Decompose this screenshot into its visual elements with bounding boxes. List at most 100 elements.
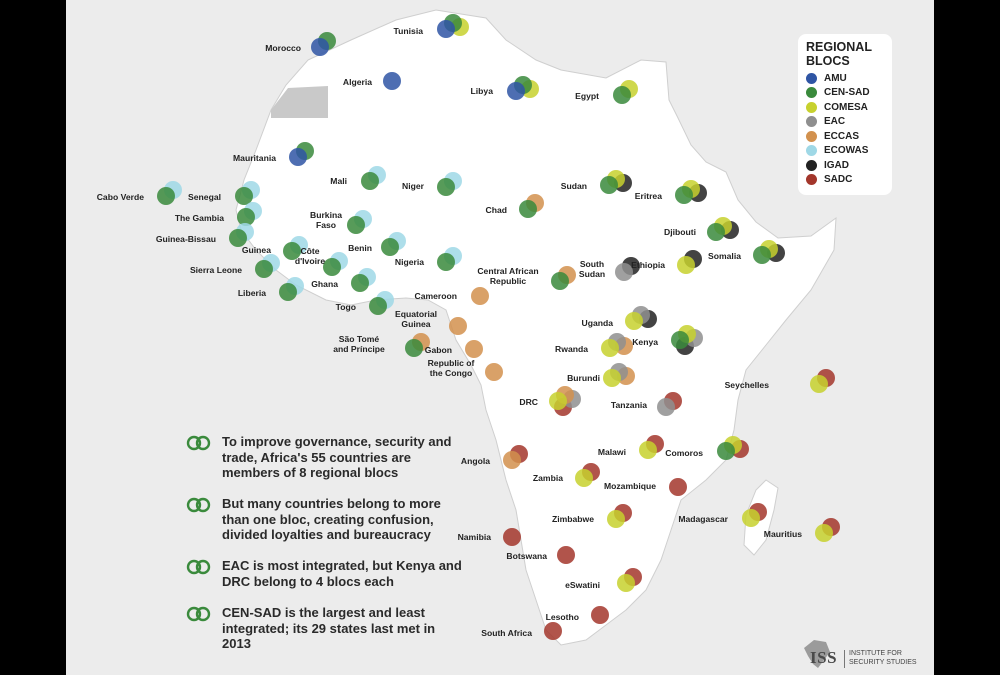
country-label-burkina-faso: Burkina Faso (310, 210, 342, 230)
iss-logo-africa (804, 640, 830, 668)
legend-swatch (806, 130, 817, 142)
chad-cen-sad-dot (519, 200, 537, 218)
country-label-angola: Angola (461, 456, 490, 466)
legend-item-igad: IGAD (806, 158, 886, 173)
mauritius-comesa-dot (815, 524, 833, 542)
country-label-zimbabwe: Zimbabwe (552, 514, 594, 524)
country-label-burundi: Burundi (567, 373, 600, 383)
country-label-south-africa: South Africa (481, 628, 532, 638)
note-1: To improve governance, security and trad… (186, 434, 466, 481)
western-sahara (271, 86, 328, 118)
country-label-egypt: Egypt (575, 91, 599, 101)
legend-label: CEN-SAD (824, 87, 870, 99)
tanzania-eac-dot (657, 398, 675, 416)
note-text: But many countries belong to more than o… (222, 496, 441, 542)
country-label-senegal: Senegal (188, 192, 221, 202)
note-text: To improve governance, security and trad… (222, 434, 452, 480)
linked-rings-icon (186, 606, 211, 622)
burkina-faso-cen-sad-dot (347, 216, 365, 234)
ghana-cen-sad-dot (351, 274, 369, 292)
nigeria-cen-sad-dot (437, 253, 455, 271)
ethiopia-comesa-dot (677, 256, 695, 274)
country-label-libya: Libya (471, 86, 494, 96)
iss-logo: ISS INSTITUTE FOR SECURITY STUDIES (802, 634, 932, 668)
iss-logo-divider (844, 650, 845, 668)
country-label-chad: Chad (486, 205, 507, 215)
country-label-sudan: Sudan (561, 181, 587, 191)
country-label-botswana: Botswana (506, 551, 547, 561)
eritrea-cen-sad-dot (675, 186, 693, 204)
country-label-mauritius: Mauritius (764, 529, 802, 539)
country-label-eswatini: eSwatini (565, 580, 600, 590)
linked-rings-icon (186, 435, 211, 451)
lesotho-sadc-dot (591, 606, 609, 624)
country-label-tunisia: Tunisia (394, 26, 424, 36)
country-labels: Morocco Algeria Tunisia Libya Egypt Mauritani… (97, 26, 803, 638)
namibia-sadc-dot (503, 528, 521, 546)
legend-item-sadc: SADC (806, 173, 886, 188)
equatorial-guinea-eccas-dot (449, 317, 467, 335)
liberia-cen-sad-dot (279, 283, 297, 301)
country-label-sierra-leone: Sierra Leone (190, 265, 242, 275)
legend-label: IGAD (824, 159, 849, 171)
legend-item-amu: AMU (806, 71, 886, 86)
legend-label: ECOWAS (824, 145, 869, 157)
country-label-algeria: Algeria (343, 77, 372, 87)
libya-amu-dot (507, 82, 525, 100)
niger-cen-sad-dot (437, 178, 455, 196)
country-label-mozambique: Mozambique (604, 481, 656, 491)
senegal-cen-sad-dot (235, 187, 253, 205)
legend-swatch (806, 87, 817, 99)
legend-item-eccas: ECCAS (806, 129, 886, 144)
country-label-ghana: Ghana (311, 279, 338, 289)
guinea-cen-sad-dot (283, 242, 301, 260)
botswana-sadc-dot (557, 546, 575, 564)
benin-cen-sad-dot (381, 238, 399, 256)
note-text: EAC is most integrated, but Kenya and DR… (222, 558, 462, 589)
cabo-verde-cen-sad-dot (157, 187, 175, 205)
legend-item-eac: EAC (806, 115, 886, 130)
country-label-lesotho: Lesotho (546, 612, 579, 622)
note-text: CEN-SAD is the largest and least integra… (222, 605, 436, 651)
south-africa-sadc-dot (544, 622, 562, 640)
somalia-cen-sad-dot (753, 246, 771, 264)
mali-cen-sad-dot (361, 172, 379, 190)
legend-title-line1: REGIONAL (806, 40, 872, 54)
rwanda-comesa-dot (601, 339, 619, 357)
egypt-cen-sad-dot (613, 86, 631, 104)
map-canvas: Morocco Algeria Tunisia Libya Egypt Mauritani… (66, 0, 934, 675)
s-o-tom-and-pr-ncipe-cen-sad-dot (405, 339, 423, 357)
morocco-amu-dot (311, 38, 329, 56)
country-label-namibia: Namibia (458, 532, 492, 542)
country-label-madagascar: Madagascar (678, 514, 728, 524)
uganda-comesa-dot (625, 312, 643, 330)
country-label-equatorial-guinea: Equatorial Guinea (395, 309, 437, 329)
country-label-zambia: Zambia (533, 473, 563, 483)
country-label-drc: DRC (519, 397, 538, 407)
country-label-comoros: Comoros (665, 448, 703, 458)
djibouti-cen-sad-dot (707, 223, 725, 241)
bloc-dots (157, 14, 840, 640)
country-label-republic-of-the-congo: Republic of the Congo (428, 358, 475, 378)
togo-cen-sad-dot (369, 297, 387, 315)
country-label-cabo-verde: Cabo Verde (97, 192, 145, 202)
seychelles-comesa-dot (810, 375, 828, 393)
legend-label: SADC (824, 174, 853, 186)
c-te-d-ivoire-cen-sad-dot (323, 258, 341, 276)
drc-comesa-dot (549, 392, 567, 410)
country-label-niger: Niger (402, 181, 425, 191)
country-label-togo: Togo (336, 302, 356, 312)
linked-rings-icon (186, 497, 211, 513)
country-label-the-gambia: The Gambia (175, 213, 224, 223)
country-label-gabon: Gabon (425, 345, 452, 355)
the-gambia-cen-sad-dot (237, 208, 255, 226)
country-label-somalia: Somalia (708, 251, 741, 261)
south-sudan-eac-dot (615, 263, 633, 281)
guinea-bissau-cen-sad-dot (229, 229, 247, 247)
country-label-liberia: Liberia (238, 288, 266, 298)
mauritania-amu-dot (289, 148, 307, 166)
legend-item-comesa: COMESA (806, 100, 886, 115)
africa-map: Morocco Algeria Tunisia Libya Egypt Mauritani… (97, 9, 840, 668)
country-label-guinea: Guinea (242, 245, 271, 255)
country-label-benin: Benin (348, 243, 372, 253)
